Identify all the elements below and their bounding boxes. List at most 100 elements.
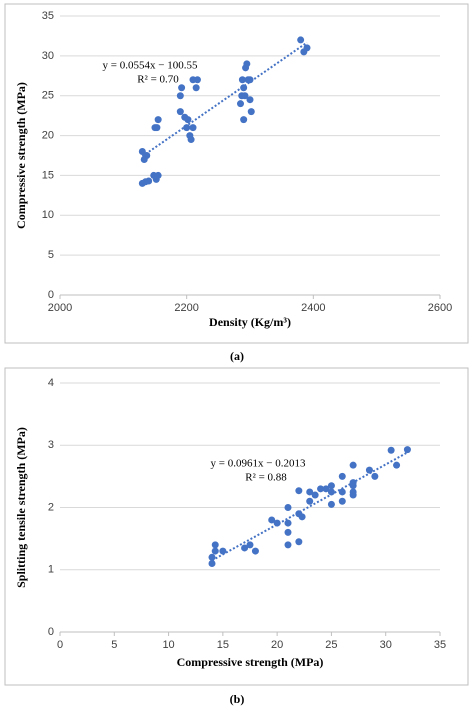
y-tick-label: 30 (42, 50, 54, 62)
chart-frame (4, 3, 469, 344)
x-tick-label: 2600 (428, 302, 452, 314)
data-point (284, 528, 292, 536)
data-point (153, 124, 161, 132)
data-point (192, 84, 200, 92)
data-point (322, 485, 330, 493)
data-point (178, 84, 186, 92)
y-tick-label: 3 (48, 439, 54, 451)
caption: (a) (230, 349, 244, 363)
data-point (211, 541, 219, 549)
trend-equation: R² = 0.88 (245, 472, 287, 484)
y-tick-label: 35 (42, 10, 54, 22)
y-axis-title: Compressive strength (MPa) (14, 82, 28, 229)
data-point (349, 461, 357, 469)
trendline (141, 41, 308, 158)
x-tick-label: 2200 (174, 302, 198, 314)
caption: (b) (230, 692, 245, 706)
y-axis-title: Splitting tensile strength (MPa) (14, 427, 28, 588)
data-point (284, 504, 292, 511)
data-point (297, 36, 305, 44)
data-point (187, 136, 195, 144)
data-point (298, 513, 306, 521)
data-point (184, 116, 192, 124)
data-point (371, 472, 379, 480)
data-point (240, 116, 248, 124)
data-point (246, 541, 254, 549)
data-point (295, 487, 303, 495)
data-point (145, 177, 153, 185)
x-tick-label: 10 (162, 639, 174, 651)
data-point (154, 116, 162, 124)
data-point (143, 152, 151, 159)
trend-equation: y = 0.0961x − 0.2013 (211, 458, 306, 470)
data-point (327, 482, 335, 490)
data-point (211, 547, 219, 555)
data-point (240, 84, 248, 92)
data-point (303, 44, 311, 52)
x-tick-label: 15 (217, 639, 229, 651)
data-point (349, 488, 357, 496)
trend-equation: R² = 0.70 (137, 74, 179, 86)
y-tick-label: 0 (48, 626, 54, 638)
data-point (176, 108, 184, 116)
data-point (327, 500, 335, 508)
y-tick-label: 10 (42, 209, 54, 221)
x-axis-title: Compressive strength (MPa) (177, 655, 324, 669)
y-tick-label: 15 (42, 169, 54, 181)
data-point (243, 60, 251, 68)
trend-equation: y = 0.0554x − 100.55 (103, 60, 198, 72)
data-point (365, 466, 373, 474)
x-axis-title: Density (Kg/m³) (209, 315, 291, 329)
data-point (154, 171, 162, 179)
data-point (338, 488, 346, 496)
data-point (338, 472, 346, 480)
data-point (349, 479, 357, 487)
data-point (268, 516, 276, 524)
data-point (251, 547, 259, 555)
data-point (387, 446, 395, 454)
data-point (327, 488, 335, 496)
x-tick-label: 5 (111, 639, 117, 651)
data-point (183, 124, 191, 132)
data-point (246, 76, 254, 84)
data-point (311, 491, 319, 499)
data-point (284, 519, 292, 527)
y-tick-label: 0 (48, 289, 54, 301)
chart-frame (4, 367, 469, 686)
data-point (317, 485, 325, 493)
x-tick-label: 2400 (301, 302, 325, 314)
data-point (238, 76, 246, 84)
data-point (208, 553, 216, 561)
data-point (246, 96, 254, 104)
trendline (211, 451, 408, 562)
data-point (208, 560, 216, 568)
data-point (338, 497, 346, 505)
y-tick-label: 4 (48, 377, 54, 389)
data-point (306, 488, 314, 496)
y-tick-label: 25 (42, 90, 54, 102)
data-point (306, 497, 314, 505)
data-point (295, 538, 303, 546)
y-tick-label: 5 (48, 249, 54, 261)
x-tick-label: 30 (380, 639, 392, 651)
data-point (193, 76, 201, 84)
x-tick-label: 2000 (48, 302, 72, 314)
data-point (189, 124, 197, 132)
x-tick-label: 35 (434, 639, 446, 651)
data-point (237, 100, 244, 108)
x-tick-label: 20 (271, 639, 283, 651)
data-point (273, 519, 281, 527)
data-point (284, 541, 292, 549)
data-point (241, 92, 249, 100)
data-point (393, 461, 401, 469)
data-point (247, 108, 255, 116)
x-tick-label: 25 (325, 639, 337, 651)
data-point (219, 547, 227, 555)
x-tick-label: 0 (57, 639, 63, 651)
y-tick-label: 20 (42, 129, 54, 141)
data-point (403, 446, 411, 454)
data-point (176, 92, 184, 100)
data-point (241, 544, 249, 552)
